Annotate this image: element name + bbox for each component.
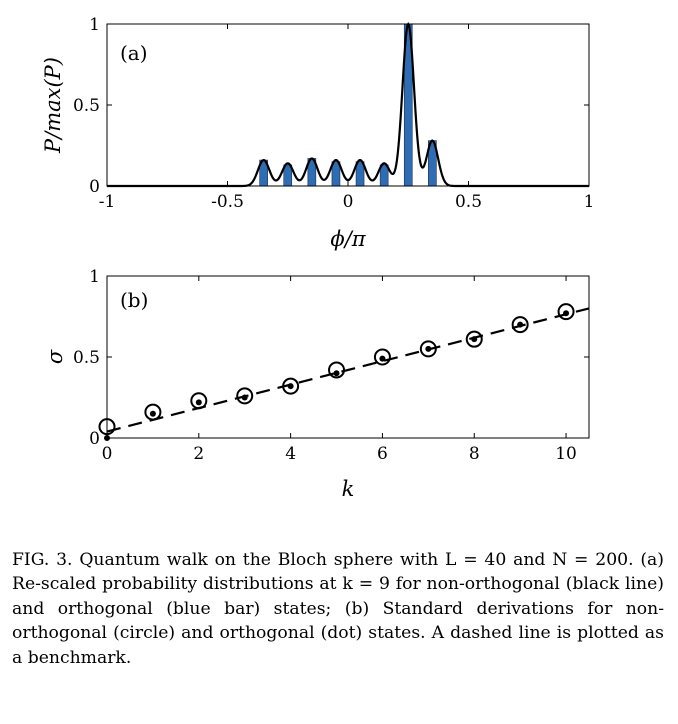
- non-orthogonal-circle-marker: [557, 303, 575, 321]
- orthogonal-dot-marker: [379, 355, 386, 362]
- non-orthogonal-distribution-line: [107, 22, 589, 188]
- b-xtick-label: 0: [102, 444, 113, 464]
- non-orthogonal-circle-marker: [190, 392, 208, 410]
- b-xtick-label: 2: [193, 444, 204, 464]
- a-ytick-label: 1: [89, 15, 100, 35]
- non-orthogonal-circle-marker: [373, 348, 391, 366]
- non-orthogonal-circle-marker: [144, 403, 162, 421]
- a-xtick-label: 1: [584, 192, 595, 212]
- non-orthogonal-circle-marker: [236, 387, 254, 405]
- orthogonal-dot-marker: [287, 383, 294, 390]
- caption-text: Quantum walk on the Bloch sphere with L …: [12, 550, 664, 668]
- orthogonal-dot-marker: [333, 370, 340, 377]
- panel-a-xlabel: ϕ/π: [330, 227, 366, 251]
- non-orthogonal-circle-marker: [328, 361, 346, 379]
- panel-a-chart: -1 -0.5 0 0.5 1 0 0.5 1 (a) ϕ/π P/max(P): [41, 15, 594, 251]
- b-ytick-label: 0.5: [73, 348, 100, 368]
- panel-b-chart: 0 2 4 6 8 10 0 0.5 1 (b) k σ: [43, 267, 590, 501]
- non-orthogonal-circle-marker: [419, 340, 437, 358]
- orthogonal-dot-marker: [195, 399, 202, 406]
- a-xtick-label: 0: [343, 192, 354, 212]
- panel-b-ylabel: σ: [43, 349, 67, 364]
- figure-caption: FIG. 3. Quantum walk on the Bloch sphere…: [12, 548, 664, 670]
- caption-lead: FIG. 3.: [12, 550, 73, 570]
- a-xtick-label: -1: [99, 192, 116, 212]
- non-orthogonal-circle-marker: [465, 330, 483, 348]
- b-xtick-label: 4: [285, 444, 296, 464]
- b-ytick-label: 0: [89, 429, 100, 449]
- non-orthogonal-circle-marker: [282, 377, 300, 395]
- a-ytick-label: 0.5: [73, 96, 100, 116]
- a-xtick-label: -0.5: [211, 192, 244, 212]
- orthogonal-dot-marker: [563, 310, 570, 317]
- panel-a-ylabel: P/max(P): [41, 57, 65, 154]
- orthogonal-dot-marker: [241, 394, 248, 401]
- non-orthogonal-circle-marker: [511, 316, 529, 334]
- orthogonal-dot-marker: [149, 410, 156, 417]
- panel-b-label: (b): [120, 288, 148, 312]
- a-xtick-label: 0.5: [455, 192, 482, 212]
- orthogonal-dot-marker: [471, 336, 478, 343]
- b-xtick-label: 8: [469, 444, 480, 464]
- orthogonal-dot-marker: [517, 321, 524, 328]
- a-ytick-label: 0: [89, 177, 100, 197]
- panel-a-frame: [106, 23, 590, 187]
- b-xtick-label: 10: [555, 444, 577, 464]
- benchmark-dashed-line: [106, 307, 590, 433]
- panel-a-label: (a): [120, 41, 148, 65]
- orthogonal-dot-marker: [425, 345, 432, 352]
- b-ytick-label: 1: [89, 267, 100, 287]
- panel-b-xlabel: k: [342, 477, 355, 501]
- b-xtick-label: 6: [377, 444, 388, 464]
